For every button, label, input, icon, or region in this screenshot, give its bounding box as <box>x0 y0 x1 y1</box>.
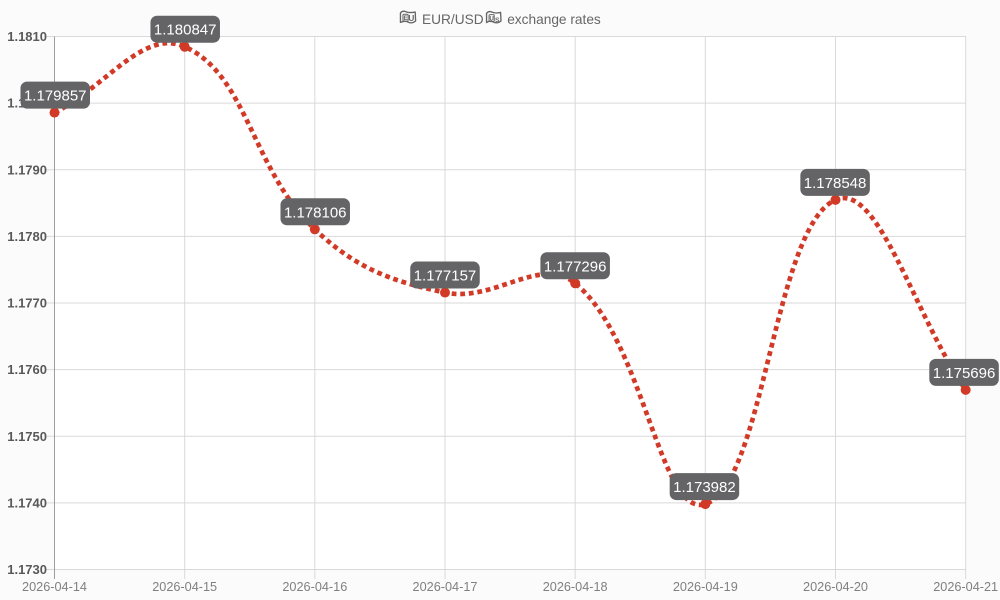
svg-text:1.1740: 1.1740 <box>7 495 47 510</box>
svg-text:exchange rates: exchange rates <box>507 12 601 27</box>
svg-text:1.1780: 1.1780 <box>7 229 47 244</box>
svg-text:2026-04-19: 2026-04-19 <box>673 580 738 594</box>
svg-text:1.1810: 1.1810 <box>7 29 47 44</box>
svg-text:S: S <box>495 17 500 24</box>
svg-text:1.1750: 1.1750 <box>7 429 47 444</box>
svg-text:1.173982: 1.173982 <box>673 479 736 496</box>
svg-text:U: U <box>408 14 414 23</box>
svg-text:1.1790: 1.1790 <box>7 162 47 177</box>
svg-text:E: E <box>403 15 407 22</box>
svg-text:U: U <box>489 16 493 22</box>
svg-text:1.177296: 1.177296 <box>544 258 607 275</box>
svg-text:1.1770: 1.1770 <box>7 296 47 311</box>
svg-text:1.180847: 1.180847 <box>154 22 217 39</box>
svg-text:1.179857: 1.179857 <box>24 88 87 105</box>
svg-text:1.175696: 1.175696 <box>933 365 996 382</box>
svg-text:2026-04-14: 2026-04-14 <box>22 580 87 594</box>
svg-text:1.1760: 1.1760 <box>7 362 47 377</box>
svg-text:2026-04-20: 2026-04-20 <box>803 580 868 594</box>
svg-text:2026-04-17: 2026-04-17 <box>413 580 478 594</box>
svg-text:2026-04-15: 2026-04-15 <box>152 580 217 594</box>
svg-text:2026-04-21: 2026-04-21 <box>933 580 998 594</box>
svg-text:1.178106: 1.178106 <box>284 204 347 221</box>
svg-text:1.177157: 1.177157 <box>414 268 477 285</box>
svg-text:1.1730: 1.1730 <box>7 562 47 577</box>
svg-text:2026-04-16: 2026-04-16 <box>282 580 347 594</box>
svg-text:1.178548: 1.178548 <box>804 175 867 192</box>
svg-text:EUR/USD: EUR/USD <box>422 12 484 27</box>
svg-text:2026-04-18: 2026-04-18 <box>543 580 608 594</box>
